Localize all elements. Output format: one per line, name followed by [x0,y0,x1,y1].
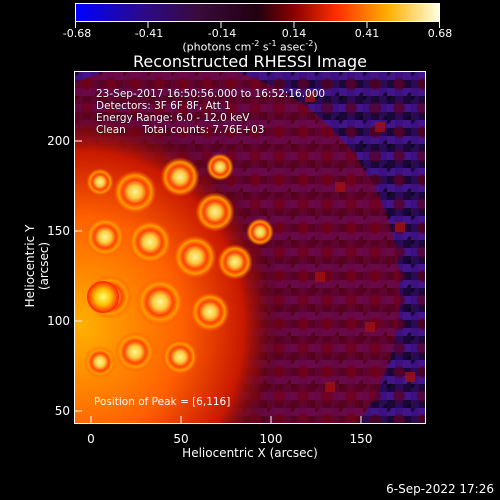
x-axis-label: Heliocentric X (arcsec) [182,446,318,460]
image-title: Reconstructed RHESSI Image [133,52,367,71]
annotation-energy-range: Energy Range: 6.0 - 12.0 keV [96,112,250,124]
annotation-counts: Clean Total counts: 7.76E+03 [96,124,265,136]
y-tick-label: 50 [54,404,70,418]
y-tick-label: 150 [47,224,70,238]
colorbar-tick-label: 0.41 [354,27,380,40]
x-tick-label: 0 [87,432,95,446]
annotation-time-range: 23-Sep-2017 16:50:56.000 to 16:52:16.000 [96,88,326,100]
x-tick-label: 150 [349,432,373,446]
date-stamp: 6-Sep-2022 17:26 [386,482,494,496]
annotation-detectors: Detectors: 3F 6F 8F, Att 1 [96,100,231,112]
rhessi-image [75,72,425,423]
annotation-peak-position: Position of Peak = [6,116] [94,396,231,408]
y-tick-label: 200 [47,134,70,148]
y-axis-label: Heliocentric Y (arcsec) [23,224,51,308]
colorbar-tick-label: -0.14 [207,27,237,40]
rhessi-image-plot: 23-Sep-2017 16:50:56.000 to 16:52:16.000… [74,71,426,424]
colorbar-tick-label: -0.68 [62,27,92,40]
colorbar [75,3,440,22]
colorbar-tick-label: 0.68 [427,27,453,40]
colorbar-tick-label: 0.14 [281,27,307,40]
colorbar-tick-label: -0.41 [134,27,164,40]
colorbar-ticks [75,22,440,28]
x-tick-label: 100 [259,432,283,446]
y-tick-label: 100 [47,314,70,328]
x-tick-label: 50 [173,432,189,446]
colorbar-units: (photons cm-2 s-1 asec-2) [182,39,318,54]
